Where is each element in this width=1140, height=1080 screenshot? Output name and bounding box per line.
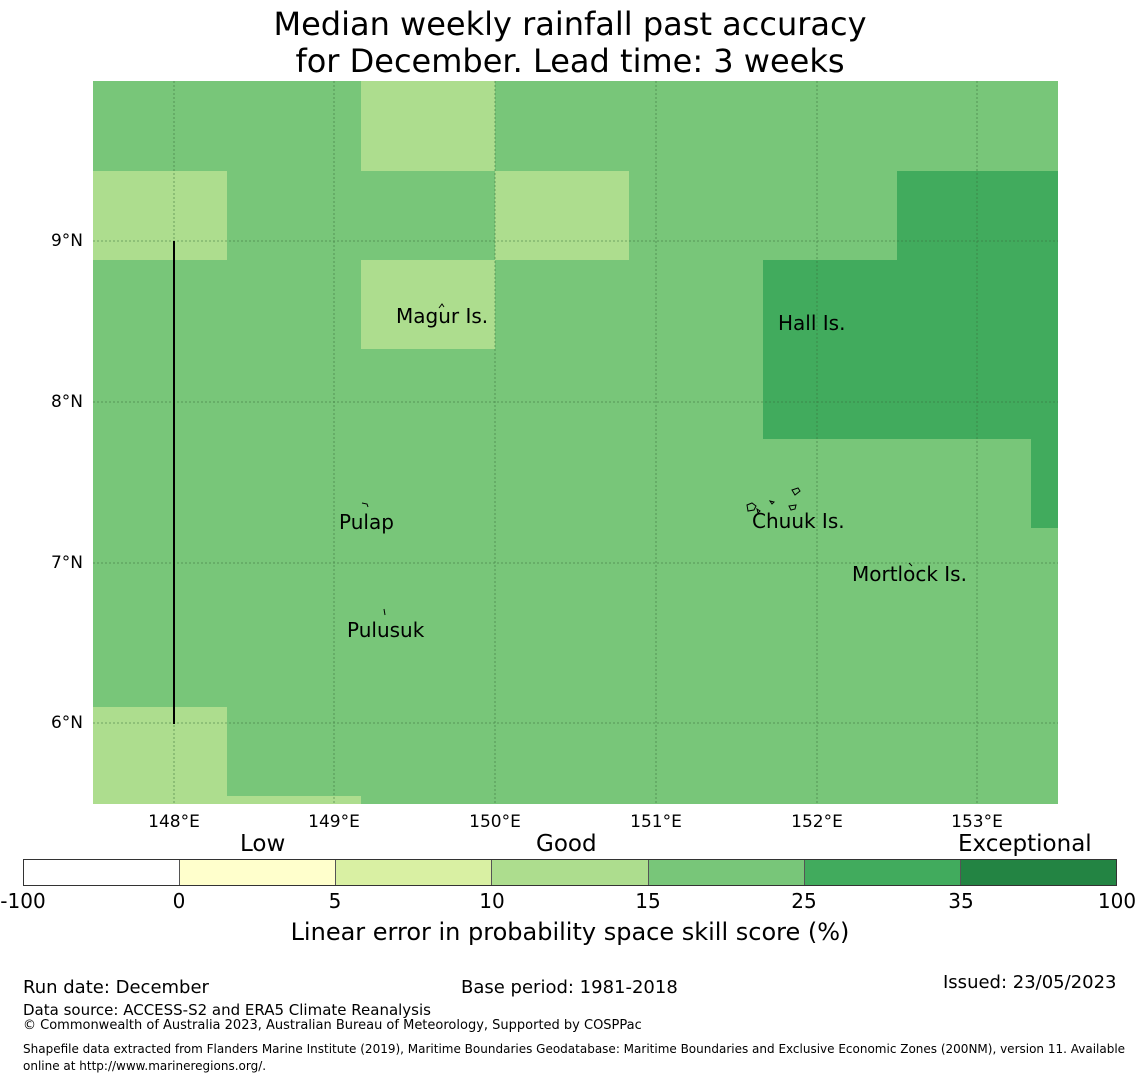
- lon-label-148e: 148°E: [148, 812, 200, 832]
- lon-label-153e: 153°E: [951, 812, 1003, 832]
- shapefile-credit: Shapefile data extracted from Flanders M…: [23, 1042, 1126, 1073]
- place-mortlock: Mortlock Is.: [852, 562, 967, 586]
- place-hall: Hall Is.: [778, 311, 846, 335]
- colorbar-segment: [492, 860, 649, 885]
- lon-label-150e: 150°E: [469, 812, 521, 832]
- map-cell: [1031, 439, 1058, 528]
- issued-date: Issued: 23/05/2023: [943, 972, 1117, 993]
- lon-label-151e: 151°E: [630, 812, 682, 832]
- map-cell: [361, 260, 495, 349]
- colorbar-segment: [180, 860, 337, 885]
- map-cell: [763, 260, 1058, 439]
- map-cell: [897, 171, 1058, 260]
- base-period: Base period: 1981-2018: [461, 977, 678, 998]
- colorbar-segment: [804, 860, 961, 885]
- island-outlines: [361, 303, 913, 616]
- island-mortlock: [908, 562, 913, 567]
- map-cell: [361, 81, 495, 171]
- chart-title: Median weekly rainfall past accuracy for…: [0, 6, 1140, 80]
- colorbar-class-good: Good: [536, 831, 597, 857]
- skill-map: [93, 81, 1058, 804]
- island-magur: [438, 303, 445, 309]
- lat-label-6n: 6°N: [50, 713, 83, 733]
- colorbar-tick: 5: [328, 889, 342, 913]
- colorbar-segment: [24, 860, 181, 885]
- colorbar-label: Linear error in probability space skill …: [290, 918, 850, 946]
- island-pulap: [361, 502, 369, 508]
- island-chuuk: [746, 502, 757, 512]
- lat-label-7n: 7°N: [50, 553, 83, 573]
- copyright: © Commonwealth of Australia 2023, Austra…: [23, 1018, 642, 1033]
- place-magur: Magur Is.: [396, 304, 489, 328]
- island-chuuk-lagoon: [756, 487, 801, 514]
- map-cell: [227, 796, 361, 804]
- colorbar-segment: [960, 860, 1116, 885]
- lat-label-8n: 8°N: [50, 392, 83, 412]
- map-cell: [93, 707, 227, 804]
- colorbar-tick: 100: [1097, 889, 1137, 913]
- place-chuuk: Chuuk Is.: [752, 509, 845, 533]
- map-cell: [495, 171, 629, 260]
- title-line-2: for December. Lead time: 3 weeks: [295, 42, 845, 80]
- colorbar-tick: 15: [635, 889, 661, 913]
- colorbar-segment: [336, 860, 493, 885]
- title-line-1: Median weekly rainfall past accuracy: [273, 5, 867, 43]
- colorbar: [23, 859, 1117, 886]
- run-date: Run date: December: [23, 977, 209, 998]
- colorbar-tick: -100: [0, 889, 46, 913]
- place-pulusuk: Pulusuk: [347, 618, 425, 642]
- colorbar-segment: [648, 860, 805, 885]
- colorbar-tick: 10: [479, 889, 505, 913]
- lon-label-152e: 152°E: [791, 812, 843, 832]
- colorbar-tick: 0: [172, 889, 186, 913]
- map-canvas: [93, 81, 1058, 804]
- map-cell: [93, 171, 227, 260]
- colorbar-tick: 25: [791, 889, 817, 913]
- colorbar-class-exceptional: Exceptional: [958, 831, 1092, 857]
- lon-label-149e: 149°E: [308, 812, 360, 832]
- data-source: Data source: ACCESS-S2 and ERA5 Climate …: [23, 1001, 431, 1019]
- island-pulusuk: [383, 608, 386, 616]
- lat-label-9n: 9°N: [50, 231, 83, 251]
- colorbar-tick: 35: [948, 889, 974, 913]
- colorbar-class-low: Low: [240, 831, 286, 857]
- place-pulap: Pulap: [339, 510, 394, 534]
- gridlines: [93, 81, 1058, 804]
